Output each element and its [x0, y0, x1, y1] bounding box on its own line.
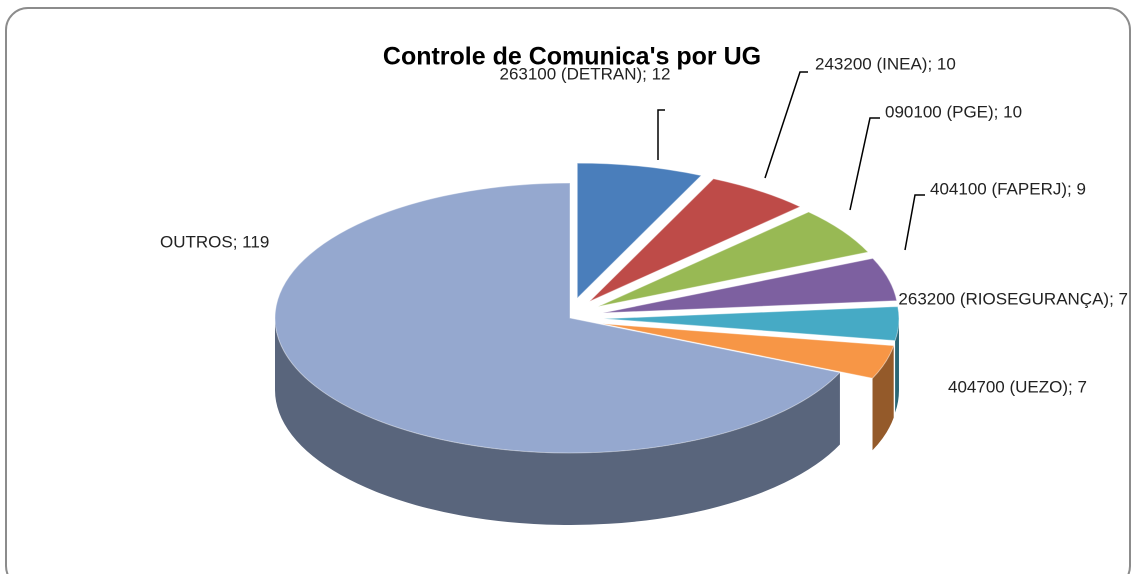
slice-side — [275, 318, 840, 525]
leader-line — [657, 109, 665, 160]
slice — [597, 211, 870, 308]
slice — [589, 178, 802, 302]
data-label: 404700 (UEZO); 7 — [948, 377, 1087, 396]
leader-line — [764, 71, 808, 179]
data-label: 263100 (DETRAN); 12 — [499, 64, 670, 83]
data-label: 243200 (INEA); 10 — [815, 54, 956, 73]
chart-title: Controle de Comunica's por UG — [383, 43, 761, 71]
data-label: 404100 (FAPERJ); 9 — [930, 179, 1086, 198]
leader-line — [849, 117, 880, 211]
slice — [576, 162, 703, 300]
slice — [603, 306, 900, 342]
slice-side — [872, 345, 894, 451]
data-label: 090100 (PGE); 10 — [885, 102, 1022, 121]
slice — [274, 182, 841, 454]
slice — [602, 257, 898, 314]
leader-line — [904, 194, 925, 251]
data-label: 263200 (RIOSEGURANÇA); 7 — [898, 289, 1128, 308]
slice-side — [895, 318, 899, 413]
data-label: OUTROS; 119 — [160, 232, 269, 251]
slice — [602, 323, 895, 379]
